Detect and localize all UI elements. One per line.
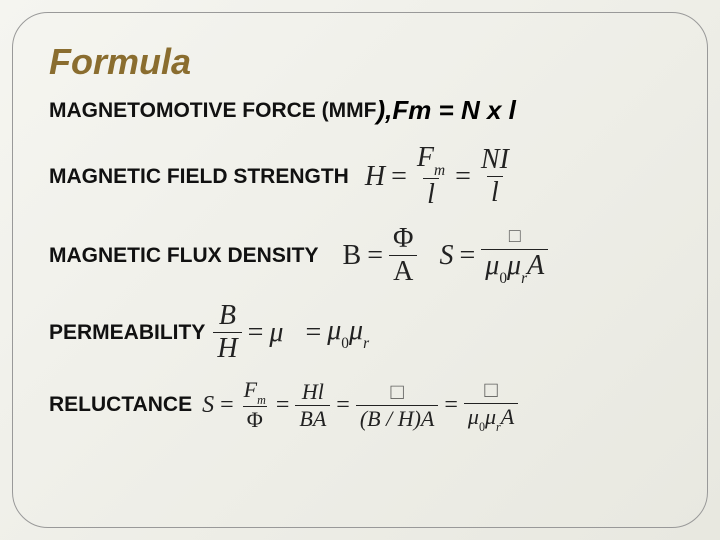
label-b: MAGNETIC FLUX DENSITY bbox=[49, 244, 319, 268]
row-mmf: MAGNETOMOTIVE FORCE (MMF), Fm = N x l bbox=[49, 95, 671, 126]
formula-h: H = Fm l = NI l bbox=[365, 144, 513, 209]
label-mmf: MAGNETOMOTIVE FORCE (MMF bbox=[49, 99, 376, 123]
row-flux-density: MAGNETIC FLUX DENSITY B = Φ A S = □ μ0μr… bbox=[49, 225, 671, 286]
formula-permeability: B H = μ = μ0μr bbox=[213, 302, 369, 363]
formula-reluctance: S = Fm Φ = Hl BA = □ (B / H)A = □ μ0μrA bbox=[202, 379, 518, 431]
label-rel: RELUCTANCE bbox=[49, 393, 192, 417]
formula-b: B = Φ A S = □ μ0μrA bbox=[343, 225, 549, 286]
row-field-strength: MAGNETIC FIELD STRENGTH H = Fm l = NI l bbox=[49, 144, 671, 209]
slide-title: Formula bbox=[49, 41, 671, 83]
row-permeability: PERMEABILITY B H = μ = μ0μr bbox=[49, 302, 671, 363]
label-h: MAGNETIC FIELD STRENGTH bbox=[49, 165, 349, 189]
label-perm: PERMEABILITY bbox=[49, 321, 205, 345]
mmf-equation: Fm = N x l bbox=[392, 95, 516, 126]
slide-frame: Formula MAGNETOMOTIVE FORCE (MMF), Fm = … bbox=[12, 12, 708, 528]
row-reluctance: RELUCTANCE S = Fm Φ = Hl BA = □ (B / H)A… bbox=[49, 379, 671, 431]
mmf-paren: ), bbox=[376, 95, 392, 126]
